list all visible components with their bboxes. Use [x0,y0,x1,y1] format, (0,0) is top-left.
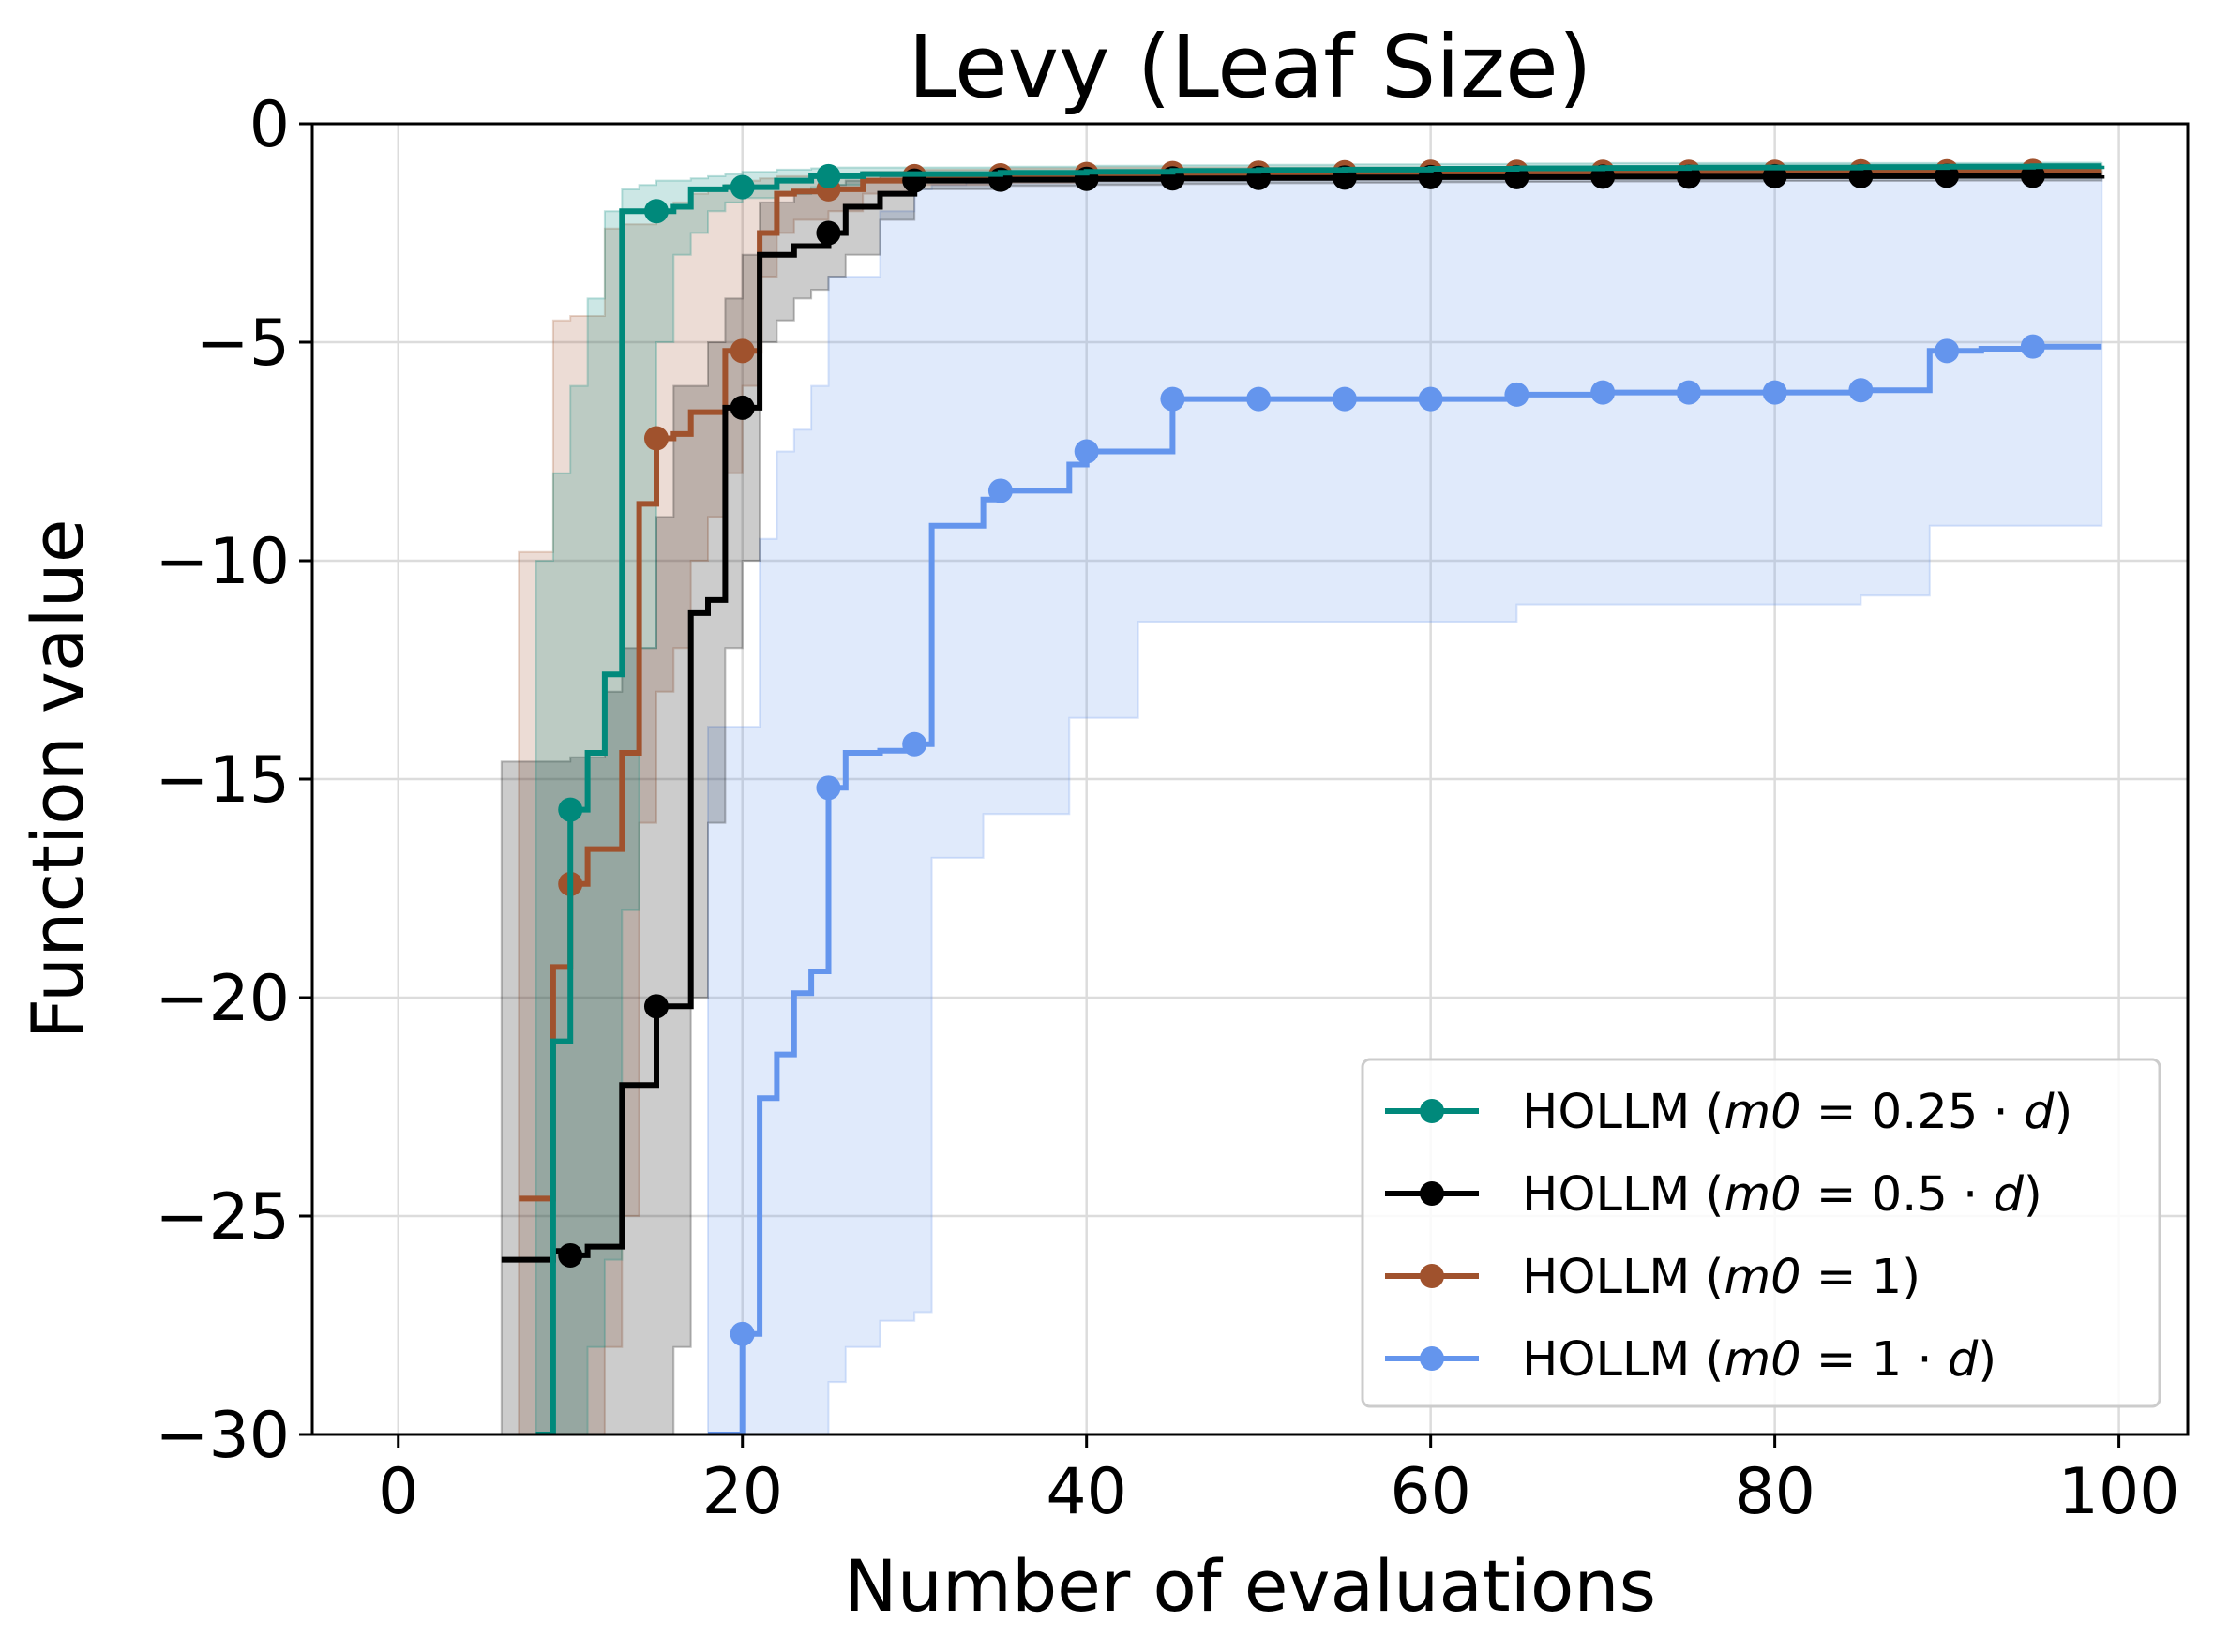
data-point-series-3 [730,1321,755,1346]
x-tick-label: 60 [1390,1455,1471,1529]
data-point-series-3 [987,478,1013,503]
y-tick-label: −20 [155,962,290,1036]
data-point-series-0 [816,163,841,188]
x-tick-label: 0 [378,1455,418,1529]
legend-box [1361,1058,2161,1408]
data-point-series-1 [730,395,755,420]
data-point-series-3 [1676,380,1701,405]
chart-title: Levy (Leaf Size) [908,17,1591,117]
data-point-series-1 [2020,163,2045,188]
data-point-series-0 [643,199,669,224]
data-point-series-3 [1504,382,1529,407]
plot-area [500,158,2105,1434]
legend-label-2: HOLLM (m0 = 1) [1522,1250,1920,1305]
legend: HOLLM (m0 = 0.25 · d) HOLLM (m0 = 0.5 · d… [1361,1058,2161,1408]
data-point-series-2 [730,338,755,364]
x-tick-label: 40 [1046,1455,1127,1529]
legend-label-0: HOLLM (m0 = 0.25 · d) [1522,1085,2072,1140]
data-point-series-2 [643,426,669,451]
data-point-series-3 [1590,380,1616,405]
confidence-band-series-1 [500,171,2103,1434]
y-tick-label: 0 [249,88,290,162]
y-tick-label: −30 [155,1399,290,1473]
data-point-series-3 [1160,386,1185,412]
data-point-series-3 [2020,334,2045,359]
y-tick-label: −25 [155,1180,290,1254]
data-point-series-1 [816,220,841,246]
legend-marker-0 [1420,1099,1444,1123]
data-point-series-1 [643,994,669,1019]
series-line-0 [535,163,2105,1434]
data-point-series-3 [816,775,841,801]
x-tick-label: 80 [1734,1455,1815,1529]
data-point-series-3 [902,731,927,757]
data-point-series-3 [1246,386,1272,412]
x-axis: 0 20 40 60 80 100 [378,1434,2180,1529]
series-line-2 [519,168,2102,1202]
legend-label-3: HOLLM (m0 = 1 · d) [1522,1332,1996,1388]
plot-content [500,158,2105,1434]
data-point-series-0 [730,174,755,200]
data-point-series-3 [1848,378,1874,403]
x-tick-label: 20 [701,1455,783,1529]
legend-marker-2 [1420,1264,1444,1288]
data-point-series-1 [558,1242,583,1268]
y-tick-label: −5 [196,307,290,381]
legend-label-1: HOLLM (m0 = 0.5 · d) [1522,1167,2042,1223]
y-axis-label: Function value [16,518,99,1039]
y-tick-label: −10 [155,525,290,599]
legend-marker-1 [1420,1181,1444,1206]
x-axis-label: Number of evaluations [844,1544,1656,1628]
data-point-series-3 [1074,439,1099,464]
data-point-series-3 [1762,380,1787,405]
x-tick-label: 100 [2058,1455,2180,1529]
legend-marker-3 [1420,1346,1444,1371]
y-axis: 0 −5 −10 −15 −20 −25 −30 [155,88,312,1473]
data-point-series-3 [1332,386,1357,412]
data-point-series-0 [558,797,583,822]
data-point-series-3 [1935,338,1960,364]
data-point-series-3 [1418,386,1443,412]
grid [312,122,2188,1436]
y-tick-label: −15 [155,743,290,818]
